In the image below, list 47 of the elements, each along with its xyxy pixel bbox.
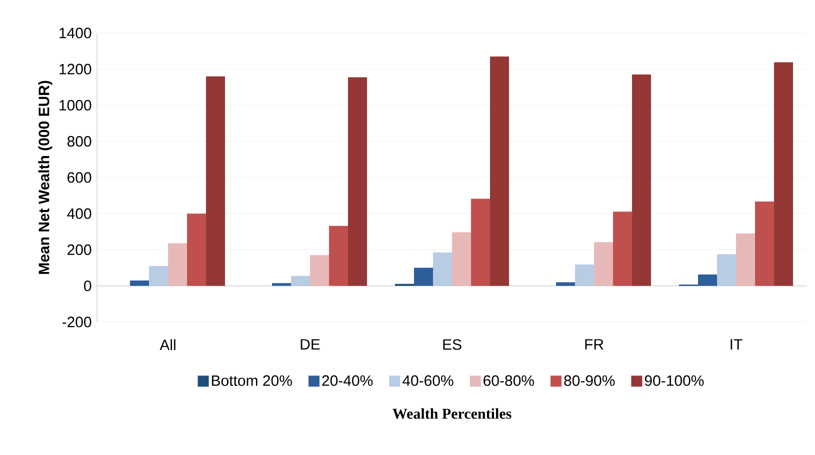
x-tick-label: ES [443,339,462,350]
bar [149,266,168,286]
bar [575,264,594,286]
bar [698,274,718,286]
bar [187,214,206,286]
bar [613,212,632,286]
bar [272,283,292,286]
y-tick-label: 0 [84,280,92,292]
bar [206,76,226,286]
x-tick-label: IT [730,339,742,350]
bar [717,254,736,286]
x-tick-label: DE [300,339,320,350]
bar [490,56,510,286]
legend-label: 40-60% [402,375,454,386]
y-tick-label: 1000 [60,100,92,111]
bar [433,252,452,286]
x-axis-title: Wealth Percentiles [392,408,512,419]
bar [168,243,188,286]
y-tick-label: 1400 [60,28,92,38]
bar [130,280,150,286]
x-tick-label: FR [585,339,604,350]
y-axis-title: Mean Net Wealth (000 EUR) [38,80,52,274]
bar [452,232,472,286]
y-tick-label: -200 [62,316,92,328]
y-tick-label: 1200 [60,64,92,74]
bar [310,255,330,286]
legend-label: 80-90% [564,375,615,386]
y-tick-label: 200 [68,244,92,256]
bar [471,198,490,286]
bar [774,62,794,286]
x-tick-label: All [160,339,176,350]
bar [755,202,774,286]
y-tick-label: 800 [67,136,92,147]
bar [329,226,348,286]
bar [291,276,310,286]
y-tick-label: 400 [67,208,92,219]
bar [556,282,576,286]
legend-label: 20-40% [322,375,373,386]
legend-label: 60-80% [484,375,534,386]
legend-label: Bottom 20% [212,375,292,386]
bar [414,268,434,286]
bar [348,77,368,286]
y-tick-label: 600 [68,172,92,183]
legend-label: 90-100% [644,375,704,386]
bar [594,242,614,286]
bar [632,74,652,286]
bar [736,233,756,286]
